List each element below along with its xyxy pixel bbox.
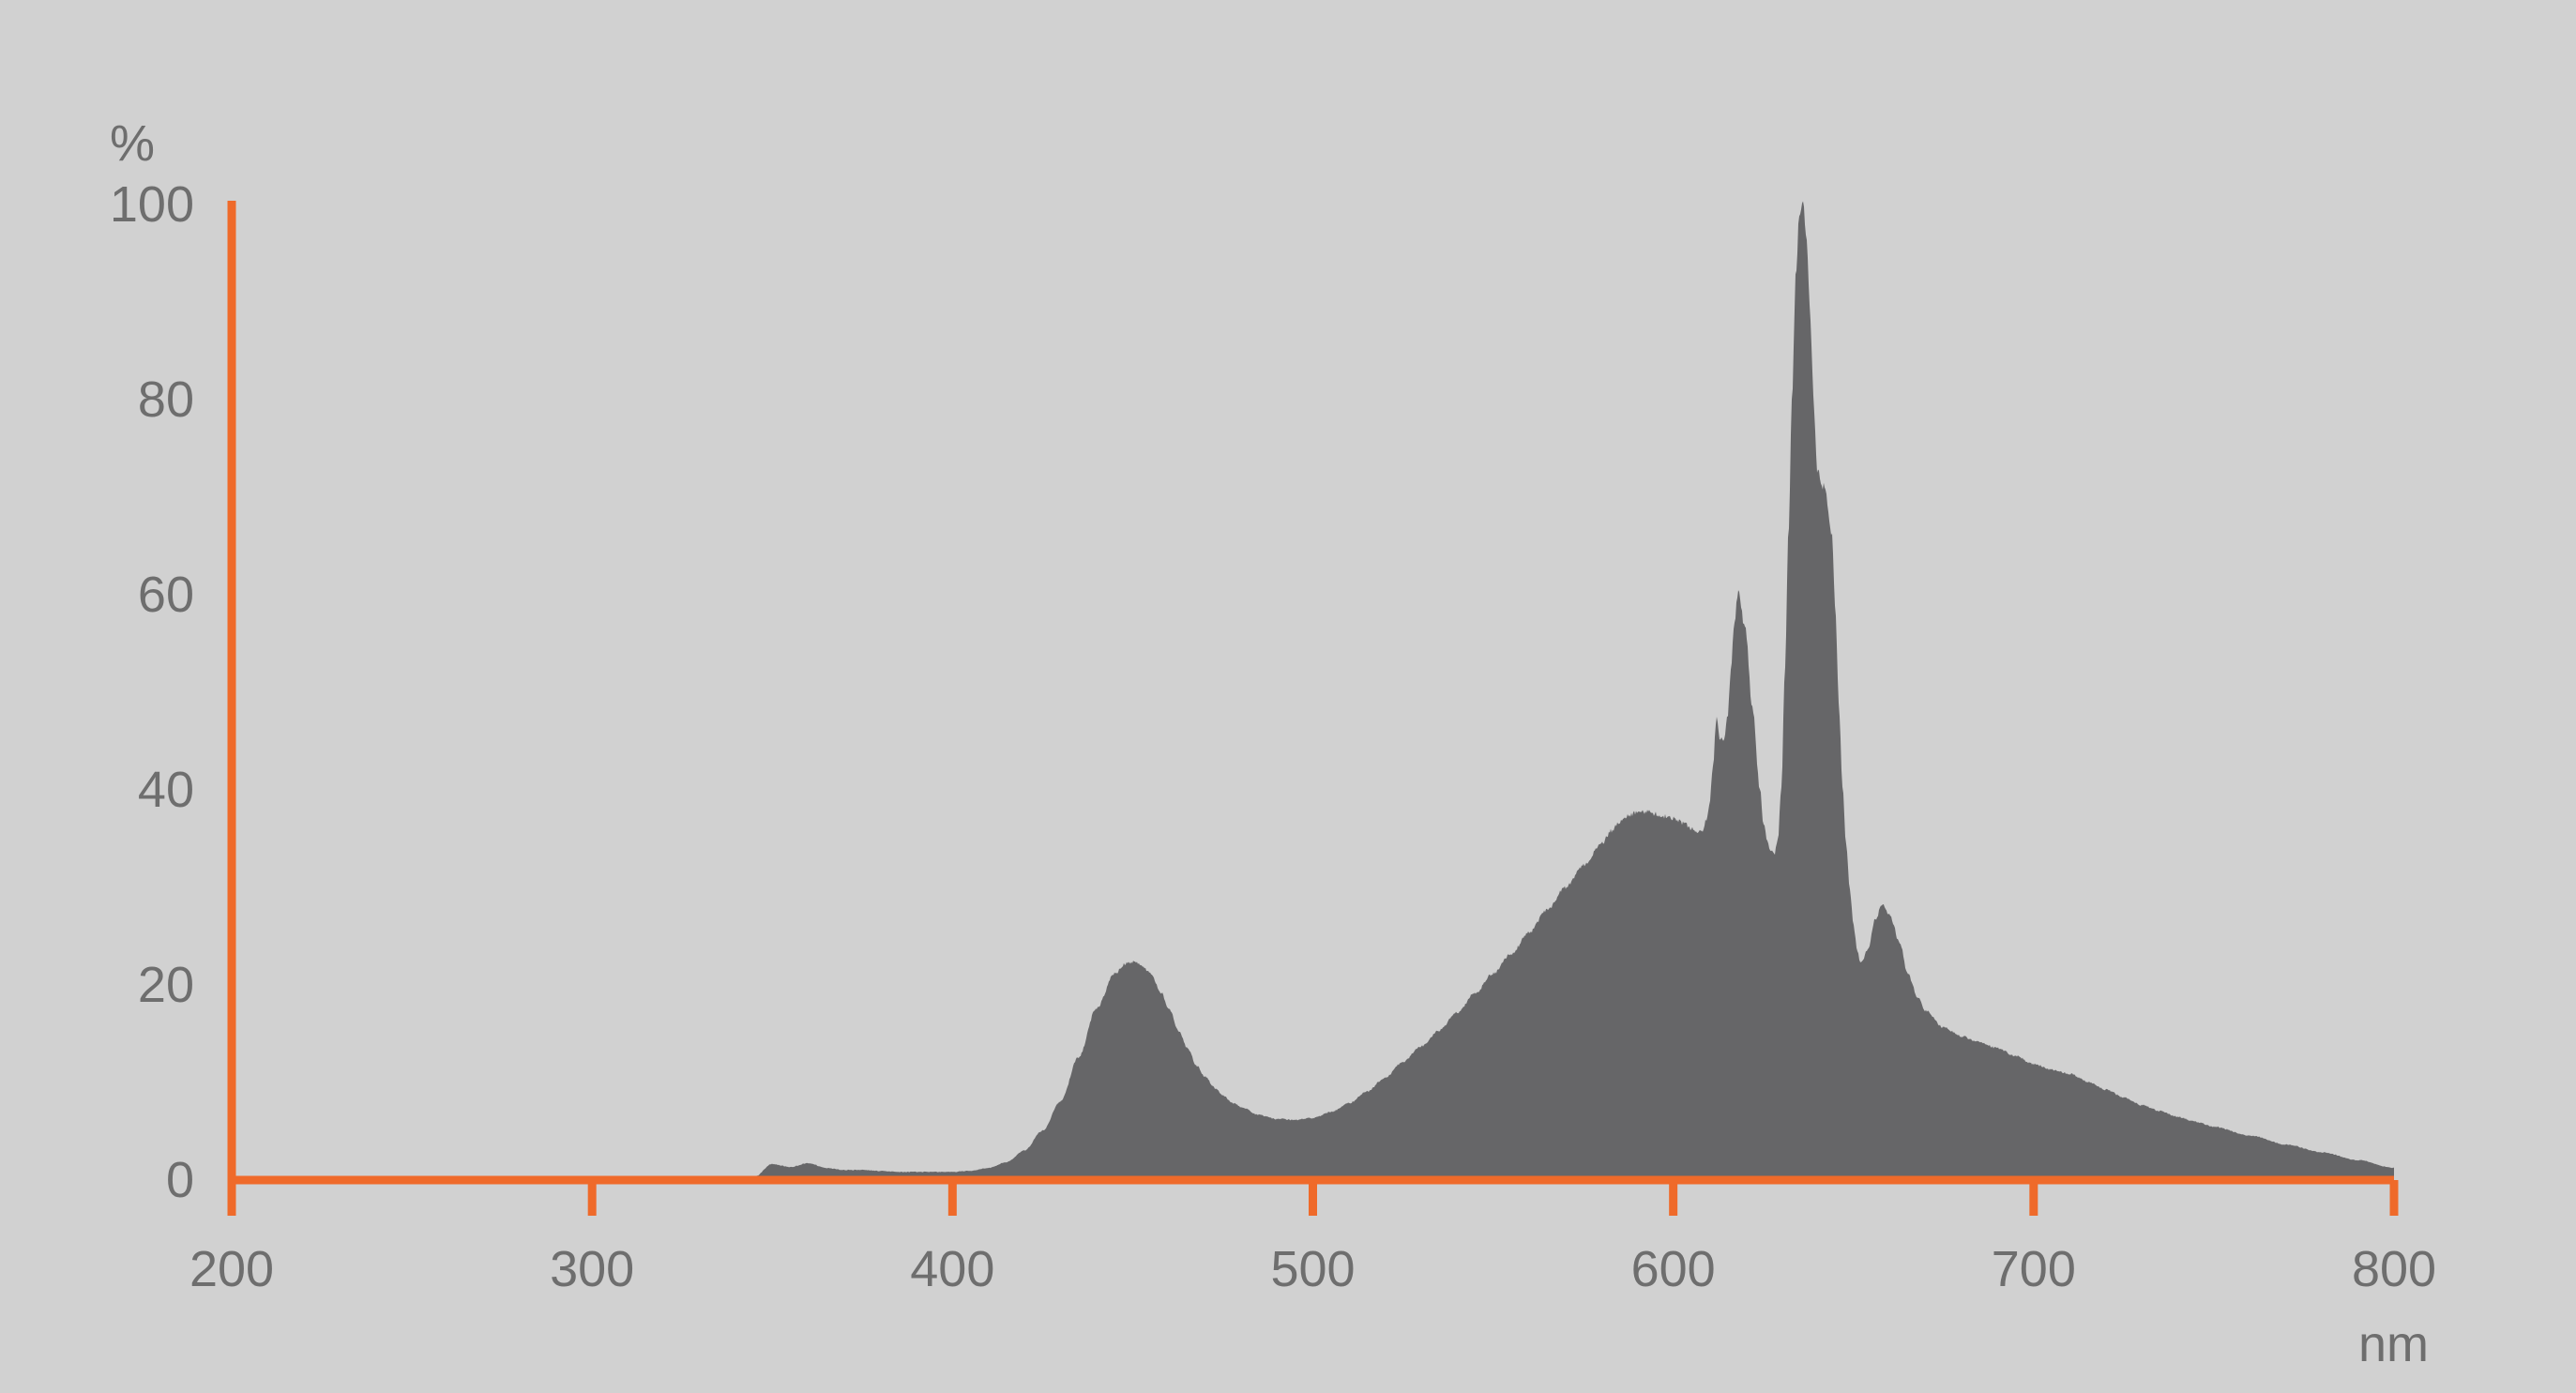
y-axis-unit-label: %	[110, 115, 156, 172]
x-axis-label-800: 800	[2351, 1241, 2437, 1297]
y-axis-label-40: 40	[137, 762, 194, 818]
x-axis-tick-marks	[227, 1180, 2399, 1216]
y-axis-label-80: 80	[137, 371, 194, 428]
x-axis-label-500: 500	[1270, 1241, 1356, 1297]
spectrum-area-fill	[232, 201, 2394, 1180]
y-axis-label-100: 100	[109, 176, 194, 233]
x-axis-label-400: 400	[910, 1241, 995, 1297]
y-axis-label-20: 20	[137, 957, 194, 1013]
x-axis-label-600: 600	[1630, 1241, 1716, 1297]
x-axis-unit-label: nm	[2358, 1316, 2430, 1372]
x-axis-label-300: 300	[550, 1241, 635, 1297]
y-axis-label-0: 0	[165, 1152, 194, 1208]
x-axis-label-700: 700	[1991, 1241, 2076, 1297]
x-axis-label-200: 200	[189, 1241, 275, 1297]
y-axis-label-60: 60	[137, 567, 194, 623]
